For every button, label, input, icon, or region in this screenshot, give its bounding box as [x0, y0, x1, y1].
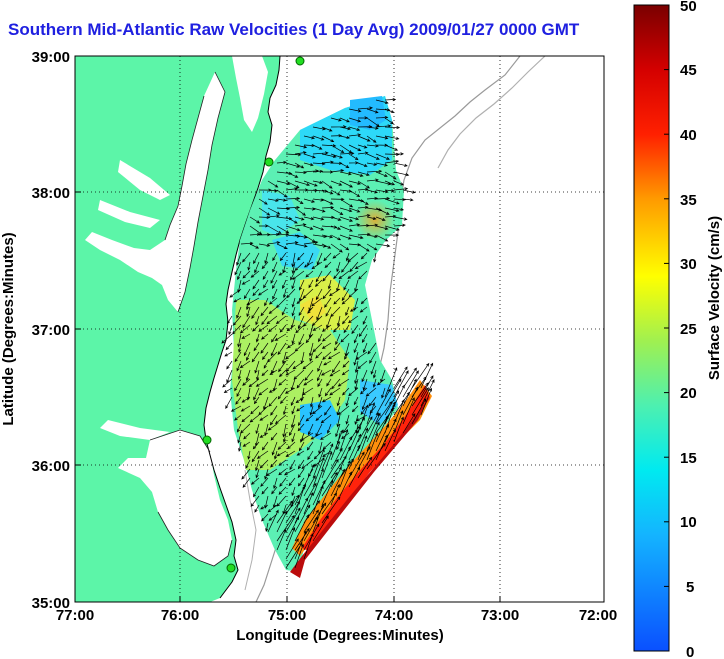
x-axis-label: Longitude (Degrees:Minutes): [236, 627, 444, 644]
x-tick-label: 77:00: [56, 607, 94, 624]
map-grid: [75, 56, 604, 602]
y-tick-label: 37:00: [32, 322, 70, 339]
colorbar-tick-label: 10: [680, 514, 697, 531]
colorbar-tick-label: 30: [680, 256, 697, 273]
colorbar-tick-label: 15: [680, 450, 697, 467]
pamlico-sound: [118, 430, 232, 566]
y-tick-label: 39:00: [32, 49, 70, 66]
colorbar: [633, 4, 670, 652]
colorbar-label: Surface Velocity (cm/s): [706, 216, 723, 380]
x-tick-label: 76:00: [161, 607, 199, 624]
x-tick-label: 72:00: [579, 607, 617, 624]
map-title: Southern Mid-Atlantic Raw Velocities (1 …: [8, 20, 580, 39]
colorbar-tick-label: 50: [680, 0, 697, 15]
x-tick-label: 75:00: [268, 607, 306, 624]
station-delmarva: [264, 157, 274, 167]
colorbar-tick-label: 40: [680, 127, 697, 144]
colorbar-tick-label: 25: [680, 321, 697, 338]
station-north: [295, 56, 305, 66]
station-hatteras-north: [202, 435, 212, 445]
x-tick-label: 73:00: [481, 607, 519, 624]
y-tick-label: 35:00: [32, 595, 70, 612]
x-tick-label: 74:00: [375, 607, 413, 624]
y-tick-label: 36:00: [32, 458, 70, 475]
vector-arrows: [221, 97, 435, 569]
colorbar-tick-label: 5: [686, 579, 694, 596]
station-hatteras-south: [226, 563, 236, 573]
y-axis-label: Latitude (Degrees:Minutes): [0, 232, 17, 425]
delaware-bay: [232, 56, 268, 132]
colorbar-tick-label: 45: [680, 62, 697, 79]
velocity-vectors: [221, 97, 435, 569]
colorbar-tick-label: 0: [686, 644, 694, 659]
colorbar-tick-label: 20: [680, 385, 697, 402]
chesapeake-bay: [85, 72, 225, 312]
colorbar-tick-label: 35: [680, 192, 697, 209]
y-tick-label: 38:00: [32, 185, 70, 202]
